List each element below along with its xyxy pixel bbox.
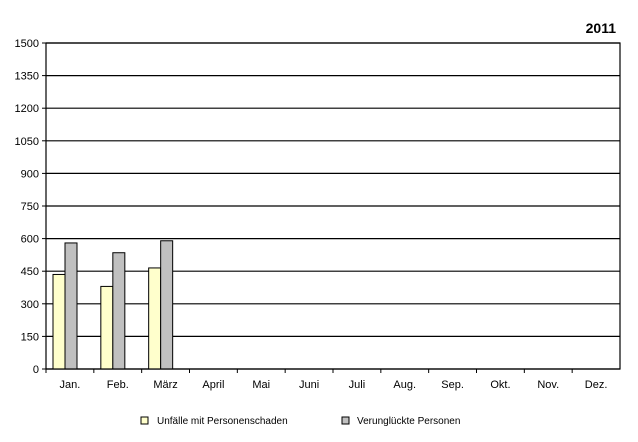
bars [52, 240, 174, 370]
xtick-label-10: Nov. [537, 379, 559, 391]
y-axis-ticks: 0 150 300 450 600 750 900 1050 1200 1350 1500 [15, 38, 46, 376]
bar-0-0 [52, 273, 66, 370]
axes [45, 42, 621, 370]
ytick-label-600: 600 [21, 234, 39, 246]
ytick-label-1500: 1500 [15, 38, 39, 50]
xtick-label-9: Okt. [490, 379, 510, 391]
ytick-label-750: 750 [21, 201, 39, 213]
bar-0-1 [100, 285, 114, 370]
legend-label-verunglueckte: Verunglückte Personen [357, 416, 460, 427]
chart-title: 2011 [586, 20, 617, 36]
xtick-label-0: Jan. [60, 379, 81, 391]
ytick-label-900: 900 [21, 168, 39, 180]
legend: Unfälle mit Personenschaden Verunglückte… [140, 416, 460, 427]
xtick-label-1: Feb. [107, 379, 129, 391]
xtick-label-5: Juni [299, 379, 319, 391]
ytick-label-0: 0 [33, 364, 39, 376]
legend-label-unfaelle: Unfälle mit Personenschaden [157, 416, 288, 427]
ytick-label-1200: 1200 [15, 103, 39, 115]
xtick-label-2: März [153, 379, 177, 391]
ytick-label-1050: 1050 [15, 136, 39, 148]
xtick-label-7: Aug. [393, 379, 416, 391]
xtick-label-3: April [202, 379, 224, 391]
bar-1-2 [160, 240, 174, 370]
ytick-label-300: 300 [21, 299, 39, 311]
bar-1-0 [64, 242, 78, 370]
ytick-label-150: 150 [21, 331, 39, 343]
xtick-label-6: Juli [349, 379, 366, 391]
xtick-label-11: Dez. [585, 379, 608, 391]
bar-1-1 [112, 252, 126, 370]
xtick-label-4: Mai [252, 379, 270, 391]
legend-swatch-unfaelle [140, 416, 149, 425]
bar-0-2 [148, 267, 162, 370]
legend-swatch-verunglueckte [341, 416, 350, 425]
plot-border [45, 42, 621, 370]
x-axis-categories: Jan. Feb. März April Mai Juni Juli Aug. Sep. Okt.… [45, 369, 608, 391]
ytick-label-1350: 1350 [15, 71, 39, 83]
xtick-label-8: Sep. [441, 379, 464, 391]
ytick-label-450: 450 [21, 266, 39, 278]
grid-lines [46, 42, 620, 370]
